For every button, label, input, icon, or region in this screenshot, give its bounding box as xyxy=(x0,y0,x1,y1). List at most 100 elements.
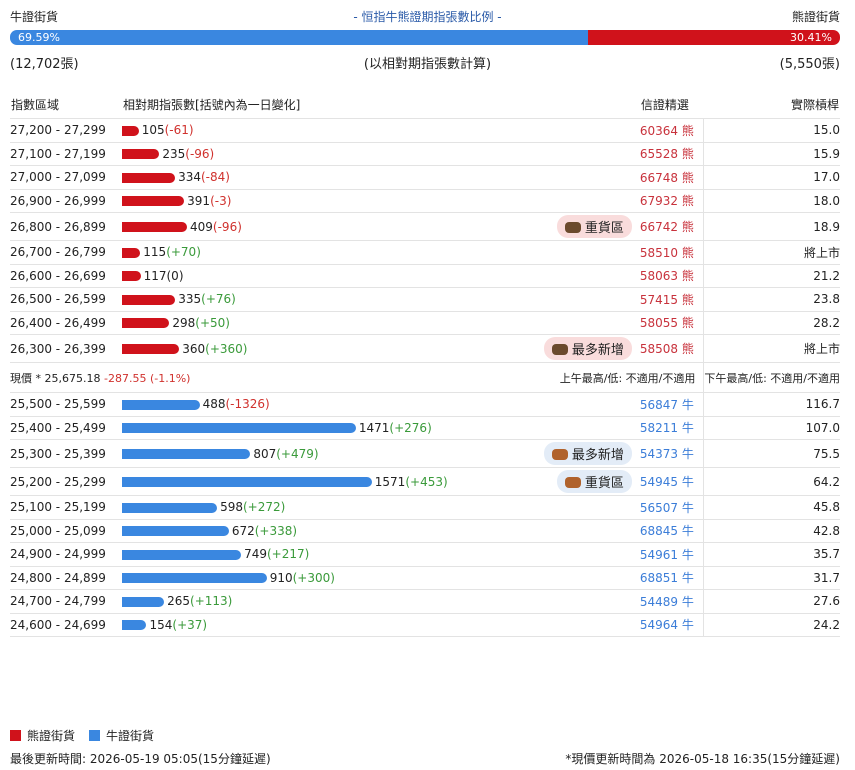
row: 27,200 - 27,299 105(-61) 60364 熊 15.0 xyxy=(10,118,840,143)
badge-cell xyxy=(542,264,640,288)
code[interactable]: 54961 xyxy=(639,547,679,562)
bar xyxy=(122,423,356,434)
bar xyxy=(122,172,176,183)
code[interactable]: 56847 xyxy=(639,397,679,412)
change: (+453) xyxy=(405,474,448,489)
footer-right: *現價更新時間為 2026-05-18 16:35(15分鐘延遲) xyxy=(565,752,840,766)
col-head: 信證精選 xyxy=(639,90,704,119)
leverage: 107.0 xyxy=(703,416,840,440)
legend-bull: 牛證街貨 xyxy=(106,729,155,743)
code[interactable]: 66748 xyxy=(639,170,679,185)
bar xyxy=(122,318,170,329)
change: (-96) xyxy=(185,146,215,161)
count: 154 xyxy=(149,617,173,632)
badge-cell xyxy=(542,240,640,265)
code[interactable]: 67932 xyxy=(639,194,679,209)
count: 391 xyxy=(187,193,211,208)
badge: 最多新增 xyxy=(543,337,632,360)
badge: 重貨區 xyxy=(556,215,632,238)
code[interactable]: 65528 xyxy=(639,147,679,162)
change: (+479) xyxy=(276,446,319,461)
bear-ratio: 30.41% xyxy=(587,30,840,45)
leverage: 15.9 xyxy=(703,142,840,166)
count-cell: 154(+37) xyxy=(122,613,543,637)
row: 26,800 - 26,899 409(-96) 重貨區 66742 熊 18.9 xyxy=(10,212,840,241)
count-cell: 334(-84) xyxy=(122,165,543,190)
code[interactable]: 60364 xyxy=(639,123,679,138)
code-cell: 60364 熊 xyxy=(639,118,704,143)
count-cell: 488(-1326) xyxy=(122,392,543,417)
code-cell: 68851 牛 xyxy=(639,566,704,590)
row: 27,000 - 27,099 334(-84) 66748 熊 17.0 xyxy=(10,165,840,190)
bar xyxy=(122,477,372,487)
title: - 恒指牛熊證期指張數比例 - xyxy=(353,10,502,24)
bear-label: 熊證街貨 xyxy=(791,10,840,24)
bar xyxy=(122,149,160,160)
code[interactable]: 54373 xyxy=(639,447,679,461)
count-cell: 265(+113) xyxy=(122,589,543,614)
code[interactable]: 58510 xyxy=(639,245,679,260)
code[interactable]: 58055 xyxy=(639,316,679,331)
change: (+217) xyxy=(266,547,310,562)
row: 25,100 - 25,199 598(+272) 56507 牛 45.8 xyxy=(10,495,840,520)
code-cell: 54945 牛 xyxy=(639,467,704,496)
badge-text: 重貨區 xyxy=(584,476,624,491)
badge-cell: 最多新增 xyxy=(542,439,640,468)
bar xyxy=(122,596,165,607)
count-cell: 235(-96) xyxy=(122,142,543,166)
badge-text: 最多新增 xyxy=(571,448,624,463)
col-head: 相對期指張數[括號內為一日變化] xyxy=(122,90,543,119)
change: (-84) xyxy=(201,170,230,185)
code[interactable]: 58211 xyxy=(639,421,679,436)
count-cell: 115(+70) xyxy=(122,240,543,265)
code[interactable]: 68851 xyxy=(639,571,679,586)
code[interactable]: 68845 xyxy=(639,524,679,539)
badge-cell xyxy=(542,392,640,417)
side: 熊 xyxy=(681,147,694,162)
code[interactable]: 54964 xyxy=(639,618,679,633)
leverage: 18.0 xyxy=(703,189,840,213)
range: 25,400 - 25,499 xyxy=(10,416,122,440)
leverage: 將上市 xyxy=(703,240,840,265)
side: 熊 xyxy=(681,316,694,331)
range: 26,300 - 26,399 xyxy=(10,334,122,363)
count-cell: 117(0) xyxy=(122,264,543,288)
count-cell: 910(+300) xyxy=(122,566,543,590)
change: (+50) xyxy=(195,315,230,330)
count-cell: 335(+76) xyxy=(122,287,543,312)
count-cell: 105(-61) xyxy=(122,118,543,143)
code[interactable]: 66742 xyxy=(639,220,679,234)
side: 牛 xyxy=(681,571,694,586)
code[interactable]: 57415 xyxy=(639,292,679,307)
bar xyxy=(122,247,141,258)
count-cell: 1571(+453) xyxy=(122,467,543,496)
bar xyxy=(122,222,188,232)
range: 26,400 - 26,499 xyxy=(10,311,122,335)
count: 360 xyxy=(182,341,206,356)
price-label: 現價 * xyxy=(10,371,41,385)
bar xyxy=(122,271,141,282)
code[interactable]: 58063 xyxy=(639,269,679,284)
code[interactable]: 58508 xyxy=(639,342,679,356)
side: 牛 xyxy=(681,547,694,562)
side: 牛 xyxy=(681,397,694,412)
price-value: 25,675.18 xyxy=(44,371,101,385)
count: 598 xyxy=(220,500,243,515)
count: 117 xyxy=(143,268,167,283)
code-cell: 58055 熊 xyxy=(639,311,704,335)
code-cell: 54964 牛 xyxy=(639,613,704,637)
range: 24,800 - 24,899 xyxy=(10,566,122,590)
row: 26,500 - 26,599 335(+76) 57415 熊 23.8 xyxy=(10,287,840,312)
code-cell: 54373 牛 xyxy=(639,439,704,468)
code[interactable]: 54945 xyxy=(639,475,679,489)
code[interactable]: 56507 xyxy=(639,500,679,515)
count-cell: 298(+50) xyxy=(122,311,543,335)
side: 牛 xyxy=(681,524,694,539)
leverage: 27.6 xyxy=(703,589,840,614)
code[interactable]: 54489 xyxy=(639,594,679,609)
code-cell: 58211 牛 xyxy=(639,416,704,440)
leverage: 將上市 xyxy=(703,334,840,363)
badge-cell xyxy=(542,142,640,166)
code-cell: 54489 牛 xyxy=(639,589,704,614)
